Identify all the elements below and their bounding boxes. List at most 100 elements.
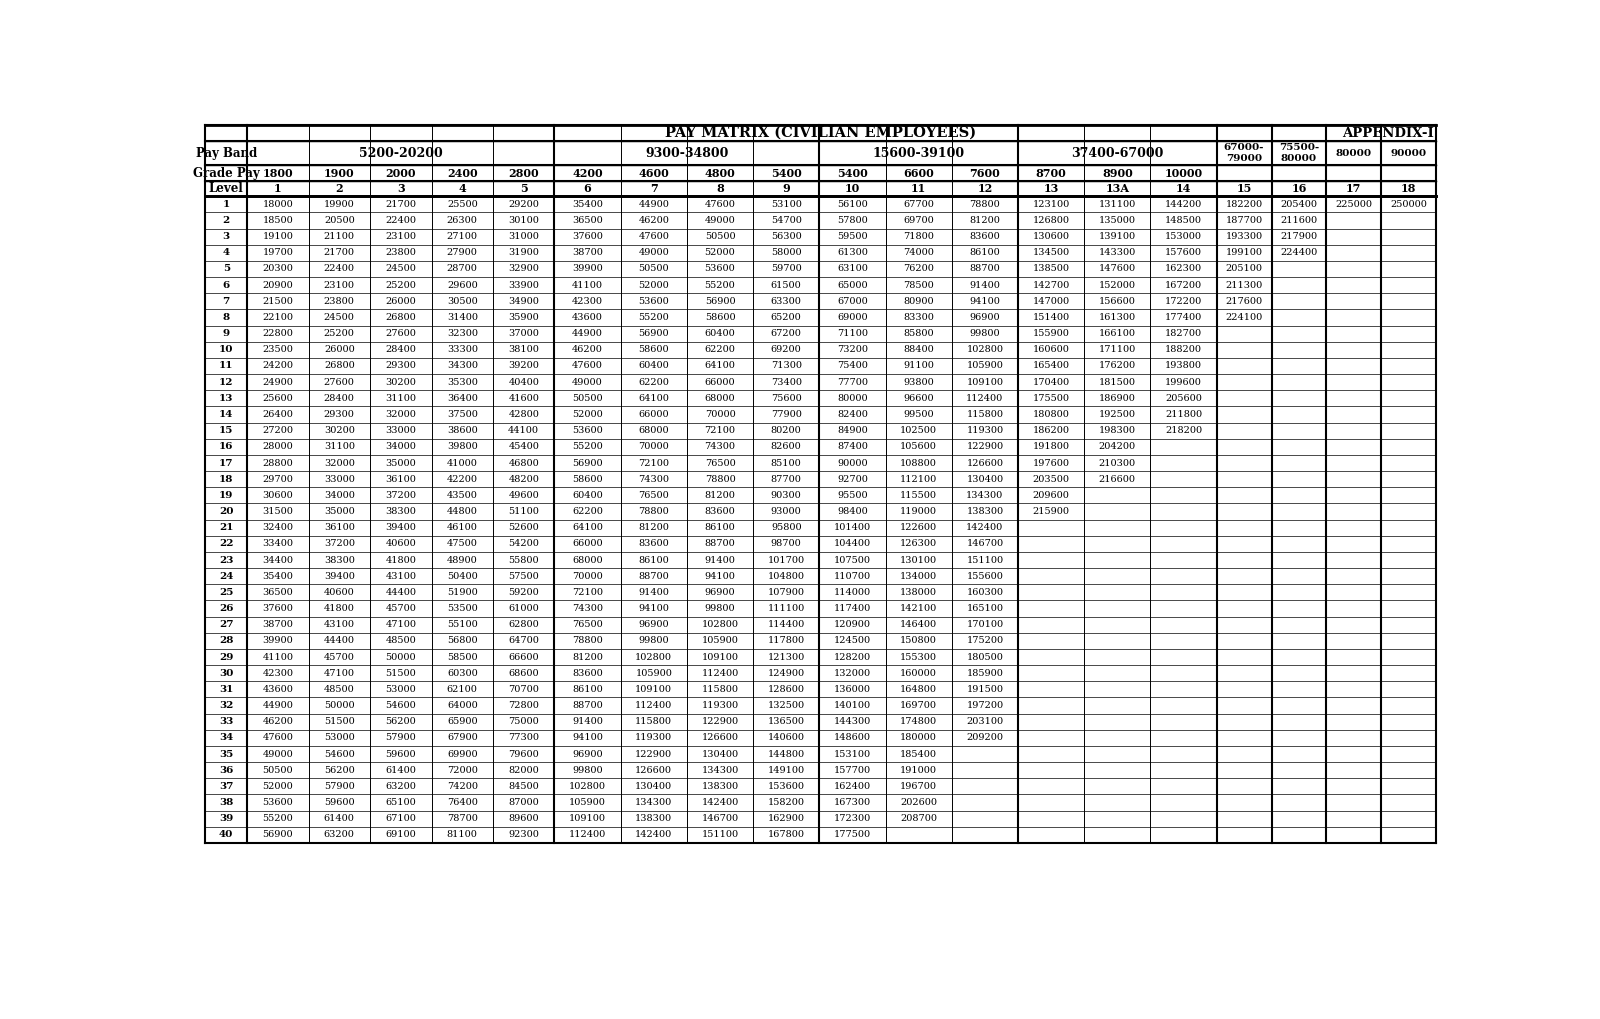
Text: 60400: 60400 xyxy=(704,329,736,338)
Text: 170400: 170400 xyxy=(1032,378,1070,386)
Text: 56300: 56300 xyxy=(771,232,802,242)
Text: 124500: 124500 xyxy=(834,637,870,645)
Text: 155600: 155600 xyxy=(966,572,1003,581)
Text: 61400: 61400 xyxy=(323,814,355,823)
Text: 105900: 105900 xyxy=(966,362,1003,371)
Text: 22: 22 xyxy=(219,539,234,548)
Text: 71300: 71300 xyxy=(771,362,802,371)
Text: 56800: 56800 xyxy=(446,637,477,645)
Text: 41800: 41800 xyxy=(323,604,355,613)
Text: 134000: 134000 xyxy=(901,572,938,581)
Text: 187700: 187700 xyxy=(1226,216,1262,225)
Text: 72800: 72800 xyxy=(509,701,539,710)
Text: 182200: 182200 xyxy=(1226,200,1262,209)
Text: 41800: 41800 xyxy=(386,555,416,565)
Text: 126300: 126300 xyxy=(901,539,938,548)
Text: 62200: 62200 xyxy=(704,345,736,355)
Text: 33000: 33000 xyxy=(323,475,355,484)
Text: 41600: 41600 xyxy=(509,393,539,403)
Text: 47100: 47100 xyxy=(323,668,355,678)
Text: 76200: 76200 xyxy=(904,265,934,273)
Text: 86100: 86100 xyxy=(638,555,669,565)
Text: 74200: 74200 xyxy=(446,782,478,791)
Text: 1: 1 xyxy=(274,183,282,194)
Text: 99800: 99800 xyxy=(704,604,736,613)
Text: 99800: 99800 xyxy=(638,637,669,645)
Text: 153600: 153600 xyxy=(768,782,805,791)
Text: 73200: 73200 xyxy=(837,345,867,355)
Text: 151400: 151400 xyxy=(1032,313,1070,322)
Text: 62200: 62200 xyxy=(573,507,603,516)
Text: 49000: 49000 xyxy=(638,249,669,257)
Text: 39200: 39200 xyxy=(509,362,539,371)
Text: 130400: 130400 xyxy=(966,475,1003,484)
Text: 95500: 95500 xyxy=(837,491,867,500)
Text: 16: 16 xyxy=(219,442,234,451)
Text: 18: 18 xyxy=(219,475,234,484)
Text: 33400: 33400 xyxy=(262,539,293,548)
Text: 53600: 53600 xyxy=(704,265,736,273)
Text: 162400: 162400 xyxy=(834,782,870,791)
Text: 33000: 33000 xyxy=(386,426,416,435)
Text: 26: 26 xyxy=(219,604,234,613)
Text: 78800: 78800 xyxy=(704,475,736,484)
Text: 31000: 31000 xyxy=(509,232,539,242)
Text: 7600: 7600 xyxy=(970,167,1000,178)
Text: 38: 38 xyxy=(219,798,234,807)
Text: 58500: 58500 xyxy=(446,652,477,661)
Text: 28000: 28000 xyxy=(262,442,293,451)
Text: 30200: 30200 xyxy=(323,426,355,435)
Text: 10: 10 xyxy=(219,345,234,355)
Text: 32000: 32000 xyxy=(323,459,355,468)
Text: 33: 33 xyxy=(219,717,234,727)
Text: 63200: 63200 xyxy=(386,782,416,791)
Text: 199100: 199100 xyxy=(1226,249,1262,257)
Text: 87000: 87000 xyxy=(509,798,539,807)
Text: 27100: 27100 xyxy=(446,232,478,242)
Text: 147600: 147600 xyxy=(1099,265,1136,273)
Text: 132000: 132000 xyxy=(834,668,870,678)
Text: 186200: 186200 xyxy=(1032,426,1070,435)
Text: 34900: 34900 xyxy=(509,297,539,306)
Text: 31: 31 xyxy=(219,685,234,694)
Text: 12: 12 xyxy=(219,378,234,386)
Text: 182700: 182700 xyxy=(1165,329,1202,338)
Text: 60300: 60300 xyxy=(446,668,478,678)
Text: 70000: 70000 xyxy=(573,572,603,581)
Text: 43100: 43100 xyxy=(323,621,355,629)
Text: 98400: 98400 xyxy=(837,507,867,516)
Text: 55200: 55200 xyxy=(573,442,603,451)
Text: 83600: 83600 xyxy=(704,507,736,516)
Text: 38600: 38600 xyxy=(446,426,478,435)
Text: 30100: 30100 xyxy=(509,216,539,225)
Text: 31900: 31900 xyxy=(509,249,539,257)
Text: 96600: 96600 xyxy=(904,393,934,403)
Text: 218200: 218200 xyxy=(1165,426,1202,435)
Text: 72000: 72000 xyxy=(446,765,478,774)
Text: 13A: 13A xyxy=(1106,183,1130,194)
Text: 148500: 148500 xyxy=(1165,216,1202,225)
Text: 39900: 39900 xyxy=(573,265,603,273)
Text: 19100: 19100 xyxy=(262,232,293,242)
Text: 24200: 24200 xyxy=(262,362,293,371)
Text: 19900: 19900 xyxy=(323,200,355,209)
Text: 81100: 81100 xyxy=(446,830,478,840)
Text: 43600: 43600 xyxy=(262,685,293,694)
Text: 35400: 35400 xyxy=(262,572,293,581)
Text: 24900: 24900 xyxy=(262,378,293,386)
Text: 94100: 94100 xyxy=(704,572,736,581)
Text: 166100: 166100 xyxy=(1099,329,1136,338)
Text: 55200: 55200 xyxy=(262,814,293,823)
Text: 161300: 161300 xyxy=(1099,313,1136,322)
Text: 18: 18 xyxy=(1402,183,1416,194)
Text: 224400: 224400 xyxy=(1280,249,1317,257)
Text: 44400: 44400 xyxy=(386,588,416,597)
Text: 8: 8 xyxy=(717,183,723,194)
Text: 115800: 115800 xyxy=(966,410,1003,419)
Text: 209200: 209200 xyxy=(966,734,1003,743)
Text: 157700: 157700 xyxy=(834,765,870,774)
Text: 175500: 175500 xyxy=(1032,393,1070,403)
Text: 112400: 112400 xyxy=(701,668,739,678)
Text: 66600: 66600 xyxy=(509,652,539,661)
Text: 53600: 53600 xyxy=(573,426,603,435)
